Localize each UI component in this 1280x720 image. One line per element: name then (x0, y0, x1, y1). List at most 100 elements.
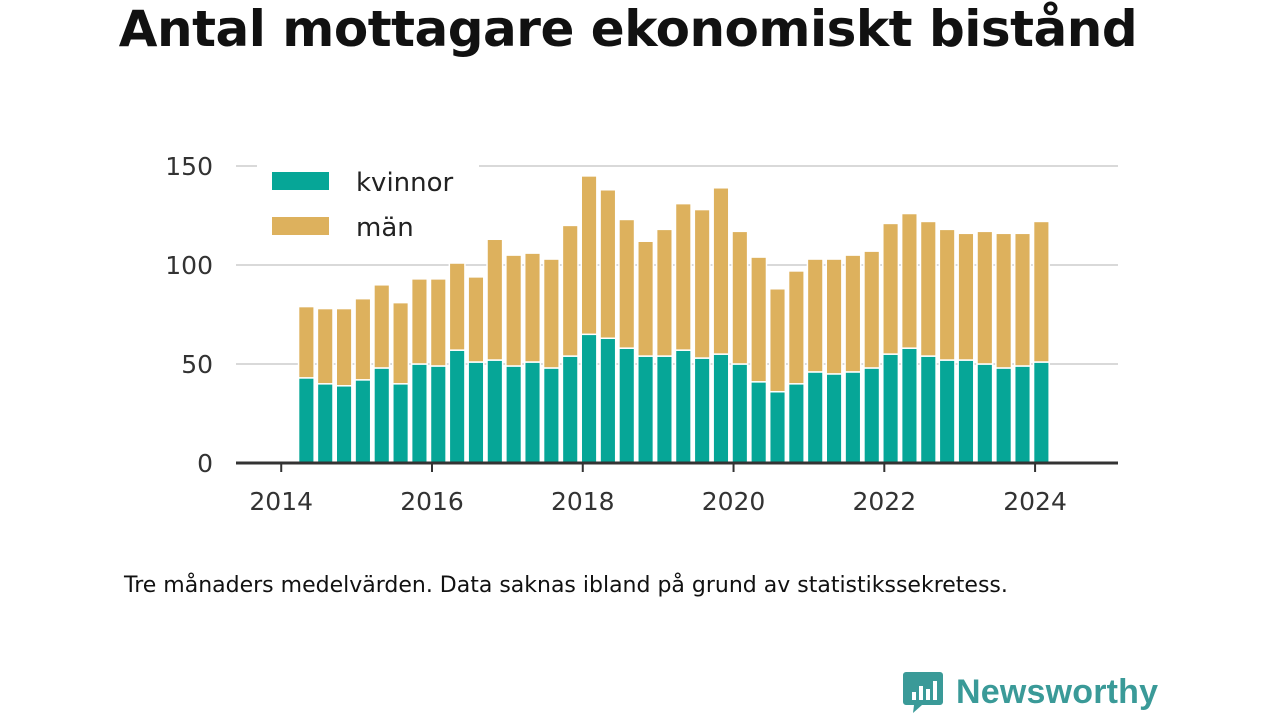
bar-man (995, 232, 1013, 369)
bar-kvinnor (373, 367, 391, 464)
x-tick-label: 2018 (551, 487, 615, 516)
bar-kvinnor (693, 357, 711, 464)
bar-man (806, 258, 824, 373)
bar-kvinnor (1032, 361, 1050, 464)
bar-kvinnor (523, 361, 542, 464)
bar-kvinnor (448, 349, 466, 464)
bar-man (637, 240, 655, 357)
bar-man (693, 208, 711, 359)
bar-kvinnor (900, 347, 918, 464)
bar-kvinnor (316, 383, 334, 464)
brand-name: Newsworthy (956, 672, 1159, 711)
bar-kvinnor (731, 363, 749, 464)
bar-kvinnor (467, 361, 485, 464)
bar-man (938, 228, 956, 361)
bar-man (1032, 220, 1050, 363)
legend-label: män (356, 213, 414, 243)
bar-kvinnor (505, 365, 523, 464)
bar-kvinnor (599, 337, 617, 464)
bar-man (542, 258, 560, 369)
bar-man (429, 278, 447, 367)
bar-man (392, 301, 410, 385)
bar-man (505, 254, 523, 367)
bar-man (354, 297, 372, 381)
bar-kvinnor (938, 359, 956, 464)
legend-label: kvinnor (356, 168, 454, 198)
bar-man (655, 228, 673, 357)
bar-kvinnor (919, 355, 937, 464)
bar-man (1013, 232, 1032, 367)
bar-kvinnor (806, 371, 824, 464)
bar-man (674, 202, 692, 351)
bar-kvinnor (995, 367, 1013, 464)
bar-man (976, 230, 994, 365)
bar-man (297, 305, 315, 379)
bar-kvinnor (354, 379, 372, 464)
x-tick-label: 2014 (249, 487, 313, 516)
x-tick-label: 2020 (702, 487, 766, 516)
bar-kvinnor (712, 353, 730, 464)
y-tick-label: 150 (165, 152, 213, 181)
bar-kvinnor (335, 385, 353, 464)
legend-swatch (272, 217, 329, 235)
bar-kvinnor (976, 363, 994, 464)
bar-kvinnor (542, 367, 560, 464)
bar-man (618, 218, 636, 349)
bar-man (712, 187, 730, 355)
bar-man (561, 224, 579, 357)
legend-swatch (272, 172, 329, 190)
bar-man (467, 276, 485, 363)
x-tick-label: 2022 (852, 487, 916, 516)
bar-kvinnor (392, 383, 410, 464)
bar-kvinnor (655, 355, 673, 464)
bar-kvinnor (297, 377, 315, 464)
bar-man (523, 252, 542, 363)
bar-man (768, 288, 787, 393)
bar-kvinnor (410, 363, 428, 464)
bar-kvinnor (957, 359, 975, 464)
y-tick-label: 50 (181, 350, 213, 379)
y-tick-label: 0 (197, 449, 213, 478)
bar-man (957, 232, 975, 361)
bar-man (731, 230, 749, 365)
bar-kvinnor (882, 353, 900, 464)
y-tick-label: 100 (165, 251, 213, 280)
bar-kvinnor (750, 381, 768, 464)
bar-kvinnor (768, 390, 787, 464)
bar-man (335, 307, 353, 387)
bar-man (863, 250, 881, 369)
bar-kvinnor (844, 371, 862, 464)
bar-man (580, 175, 598, 336)
x-tick-label: 2024 (1003, 487, 1067, 516)
bar-kvinnor (580, 333, 598, 464)
bar-man (882, 222, 900, 355)
bar-man (316, 307, 334, 385)
bar-man (844, 254, 862, 373)
chart-title: Antal mottagare ekonomiskt bistånd (118, 0, 1138, 58)
bar-kvinnor (486, 359, 504, 464)
bar-man (599, 189, 617, 340)
bar-man (448, 262, 466, 351)
x-tick-label: 2016 (400, 487, 464, 516)
bar-man (919, 220, 937, 357)
chart-bubble-icon (903, 672, 943, 713)
bar-kvinnor (429, 365, 447, 464)
bar-kvinnor (787, 383, 805, 464)
bar-man (373, 284, 391, 369)
bar-man (410, 278, 428, 365)
bar-man (900, 212, 918, 349)
bar-kvinnor (637, 355, 655, 464)
bar-man (486, 238, 504, 361)
bar-kvinnor (863, 367, 881, 464)
footnote: Tre månaders medelvärden. Data saknas ib… (124, 573, 1008, 598)
bar-kvinnor (674, 349, 692, 464)
bar-kvinnor (825, 373, 843, 464)
bar-man (787, 270, 805, 385)
bar-kvinnor (561, 355, 579, 464)
bar-man (825, 258, 843, 375)
bar-man (750, 256, 768, 383)
bar-kvinnor (618, 347, 636, 464)
brand-logo: Newsworthy (902, 670, 1158, 714)
bar-kvinnor (1013, 365, 1032, 464)
